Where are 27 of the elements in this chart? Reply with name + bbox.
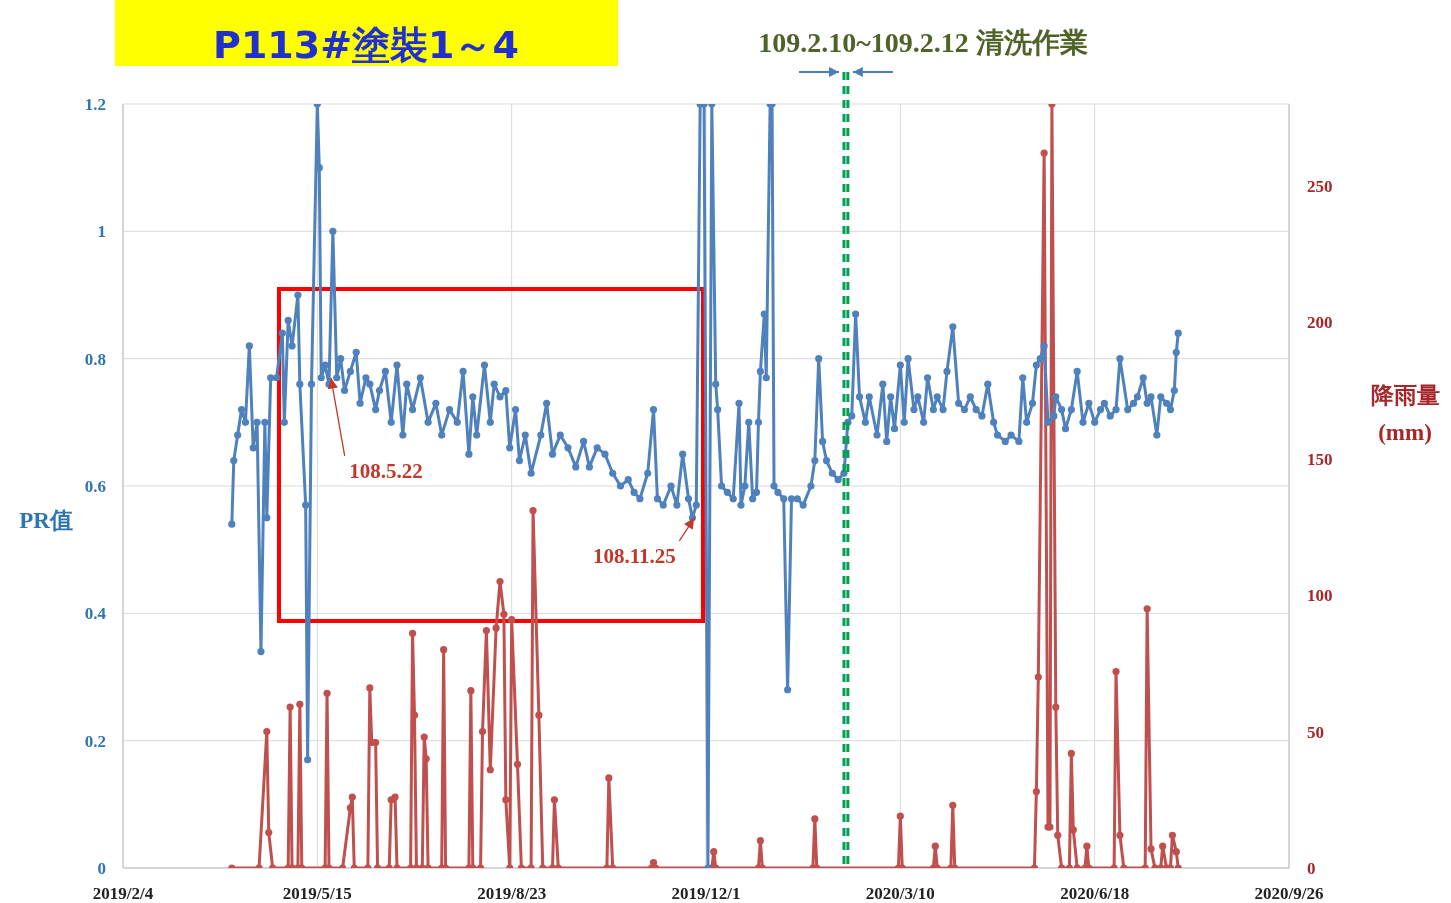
y-tick-label: 0	[97, 859, 106, 878]
y-tick-label: 0.8	[84, 349, 106, 369]
y2-tick-label: 50	[1307, 722, 1324, 742]
y-tick-label: 1.2	[84, 95, 106, 114]
y-tick-label: 0.6	[84, 477, 106, 496]
ref-line-label: 109.2.10~109.2.12 清洗作業	[758, 27, 1088, 58]
y2-tick-label: 250	[1307, 176, 1333, 196]
x-tick-label: 2019/2/4	[92, 884, 154, 903]
x-tick-label: 2019/5/15	[282, 884, 352, 903]
y2-tick-label: 200	[1307, 313, 1333, 333]
y-tick-label: 0.4	[84, 604, 107, 624]
x-tick-label: 2020/9/26	[1254, 884, 1324, 903]
y-axis-title: PR值	[19, 508, 73, 533]
y-tick-label: 1	[97, 222, 106, 242]
y-tick-label: 0.2	[84, 731, 106, 751]
x-tick-label: 2020/3/10	[865, 884, 935, 903]
annotation: 108.11.25	[592, 543, 676, 568]
x-tick-label: 2019/12/1	[671, 884, 741, 903]
chart-title: P113#塗裝1～4	[213, 23, 519, 67]
y2-axis-title: 降雨量 (mm)	[1370, 383, 1440, 445]
x-tick-label: 2020/6/18	[1060, 884, 1130, 903]
y2-tick-label: 0	[1307, 859, 1316, 878]
x-tick-label: 2019/8/23	[477, 884, 547, 903]
y2-tick-label: 100	[1307, 586, 1333, 606]
y2-tick-label: 150	[1307, 449, 1333, 469]
title: P113#塗裝1～4	[115, 0, 618, 67]
annotation: 108.5.22	[349, 458, 423, 483]
